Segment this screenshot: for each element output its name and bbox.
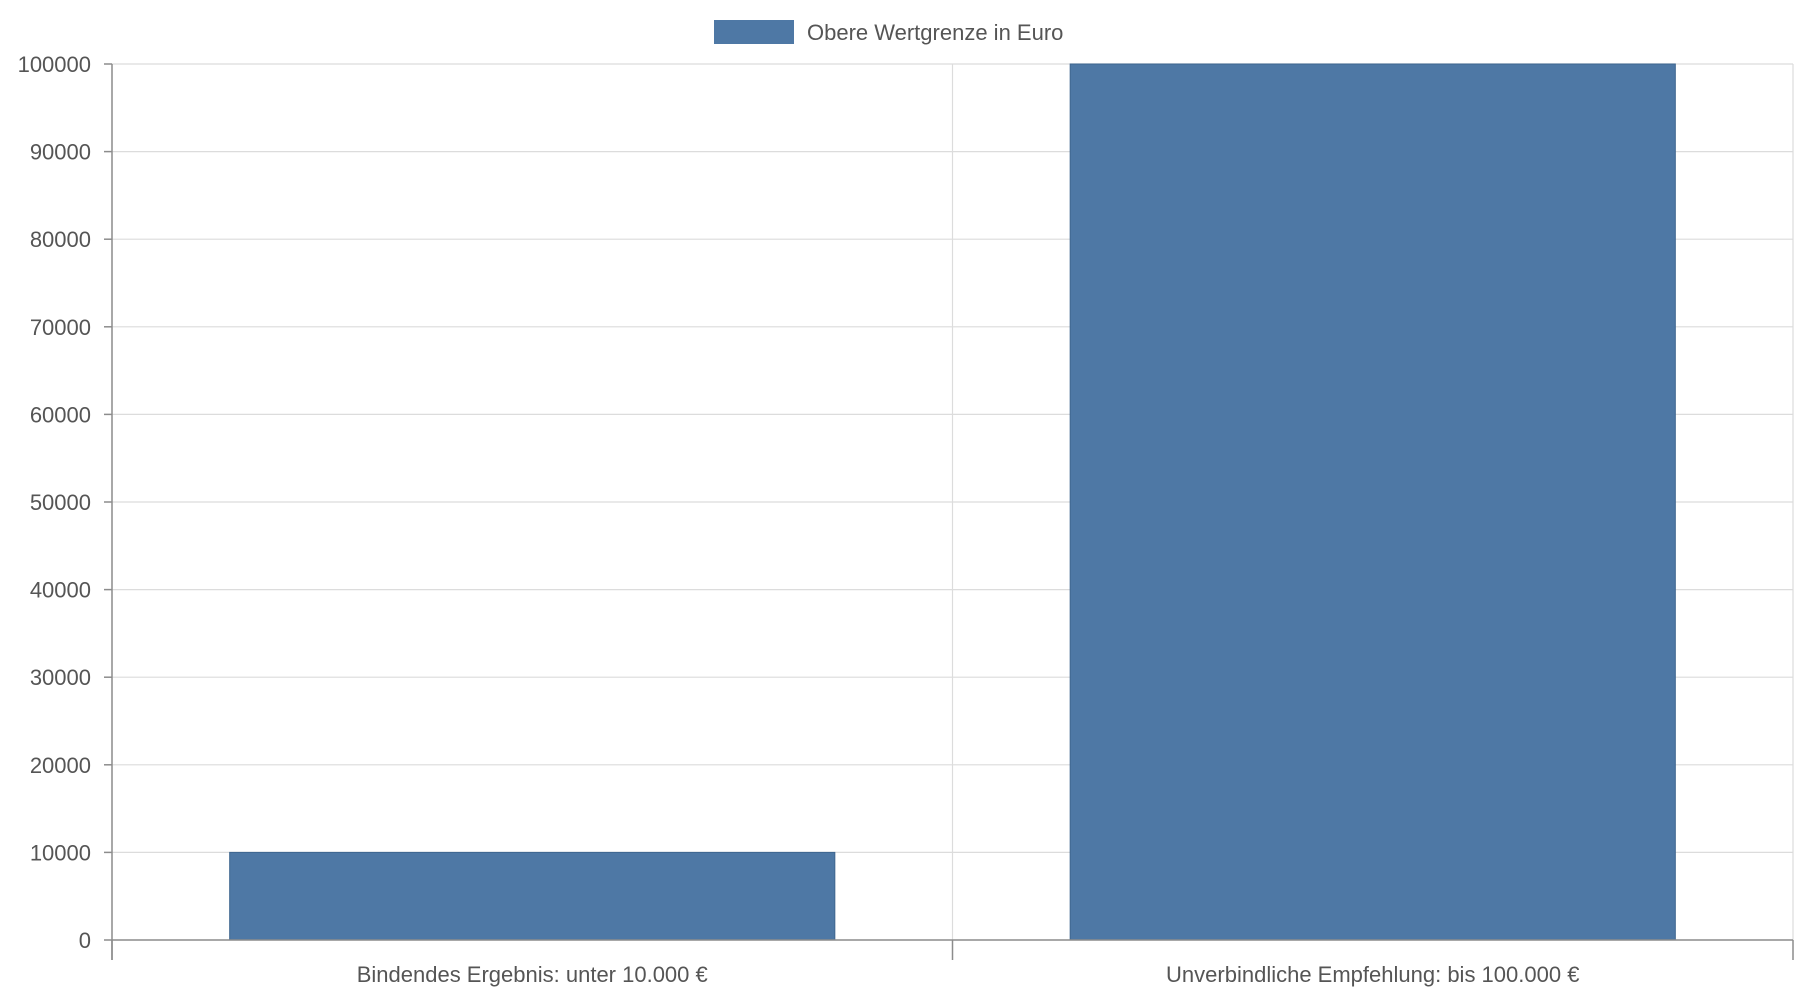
bar-2[interactable] xyxy=(1069,63,1676,941)
bar-1[interactable] xyxy=(229,851,836,941)
y-tick-label: 70000 xyxy=(30,315,91,340)
y-tick-label: 30000 xyxy=(30,665,91,690)
y-tick-label: 50000 xyxy=(30,490,91,515)
legend-label[interactable]: Obere Wertgrenze in Euro xyxy=(807,20,1063,45)
y-axis-ticks: 0 10000 20000 30000 40000 50000 60000 70000 8000… xyxy=(18,52,91,953)
y-tick-label: 100000 xyxy=(18,52,91,77)
y-tick-label: 60000 xyxy=(30,402,91,427)
axes xyxy=(104,63,1794,960)
x-category-label: Bindendes Ergebnis: unter 10.000 € xyxy=(357,962,708,987)
bars xyxy=(229,63,1676,941)
y-tick-label: 80000 xyxy=(30,227,91,252)
y-tick-label: 40000 xyxy=(30,578,91,603)
x-category-label: Unverbindliche Empfehlung: bis 100.000 € xyxy=(1166,962,1579,987)
y-tick-label: 20000 xyxy=(30,753,91,778)
y-tick-label: 90000 xyxy=(30,140,91,165)
legend-swatch[interactable] xyxy=(714,20,794,44)
x-axis-labels: Bindendes Ergebnis: unter 10.000 € Unverb… xyxy=(357,962,1580,987)
y-tick-label: 0 xyxy=(79,928,91,953)
y-tick-label: 10000 xyxy=(30,840,91,865)
legend[interactable]: Obere Wertgrenze in Euro xyxy=(714,20,1063,45)
